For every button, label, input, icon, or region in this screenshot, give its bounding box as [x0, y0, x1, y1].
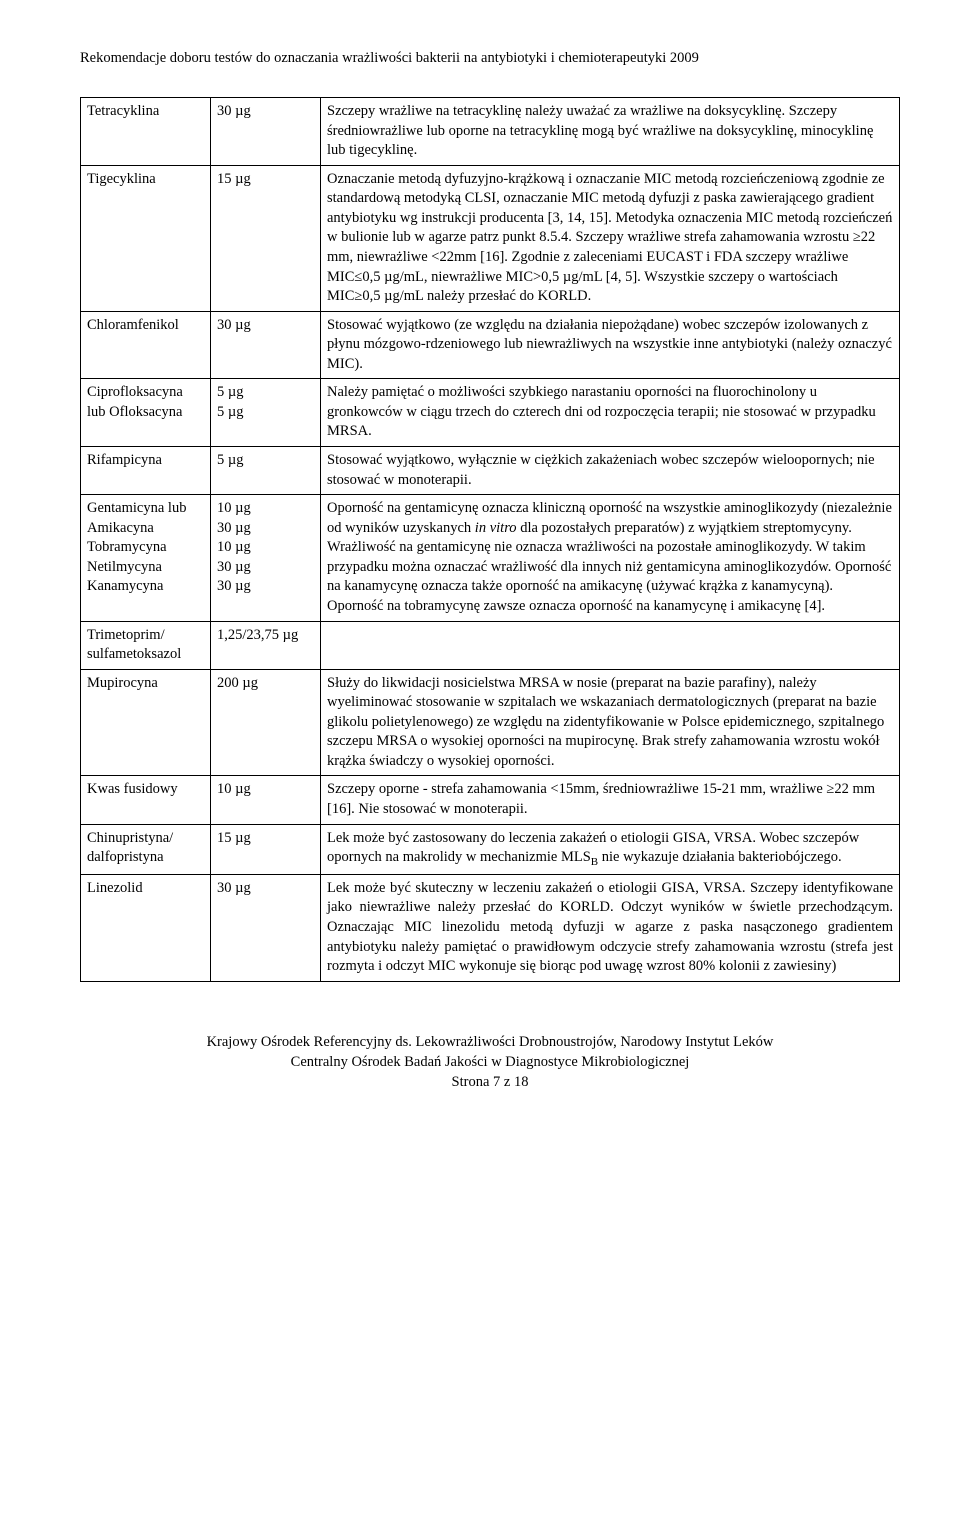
drug-dose: 10 µg 30 µg 10 µg 30 µg 30 µg — [211, 495, 321, 621]
drug-dose: 30 µg — [211, 874, 321, 981]
footer-line3: Strona 7 z 18 — [80, 1072, 900, 1092]
drug-name: Linezolid — [81, 874, 211, 981]
footer-line2: Centralny Ośrodek Badań Jakości w Diagno… — [80, 1052, 900, 1072]
table-row: Tetracyklina30 µgSzczepy wrażliwe na tet… — [81, 98, 900, 166]
drug-name: Rifampicyna — [81, 447, 211, 495]
drug-name: Gentamicyna lub Amikacyna Tobramycyna Ne… — [81, 495, 211, 621]
drug-name: Tigecyklina — [81, 165, 211, 311]
table-row: Kwas fusidowy10 µgSzczepy oporne - stref… — [81, 776, 900, 824]
drug-name: Chinupristyna/ dalfopristyna — [81, 824, 211, 874]
drug-desc: Oznaczanie metodą dyfuzyjno-krążkową i o… — [321, 165, 900, 311]
drug-desc: Lek może być skuteczny w leczeniu zakaże… — [321, 874, 900, 981]
table-row: Chinupristyna/ dalfopristyna15 µgLek moż… — [81, 824, 900, 874]
drug-dose: 1,25/23,75 µg — [211, 621, 321, 669]
drug-dose: 15 µg — [211, 824, 321, 874]
drug-dose: 30 µg — [211, 311, 321, 379]
drug-dose: 15 µg — [211, 165, 321, 311]
drug-dose: 200 µg — [211, 669, 321, 776]
drug-desc: Należy pamiętać o możliwości szybkiego n… — [321, 379, 900, 447]
drug-desc: Oporność na gentamicynę oznacza kliniczn… — [321, 495, 900, 621]
table-row: Mupirocyna200 µgSłuży do likwidacji nosi… — [81, 669, 900, 776]
drug-name: Trimetoprim/ sulfametoksazol — [81, 621, 211, 669]
drug-desc: Służy do likwidacji nosicielstwa MRSA w … — [321, 669, 900, 776]
drug-name: Kwas fusidowy — [81, 776, 211, 824]
drug-desc — [321, 621, 900, 669]
table-row: Trimetoprim/ sulfametoksazol1,25/23,75 µ… — [81, 621, 900, 669]
table-row: Linezolid30 µgLek może być skuteczny w l… — [81, 874, 900, 981]
drug-dose: 10 µg — [211, 776, 321, 824]
table-row: Ciprofloksacyna lub Ofloksacyna5 µg 5 µg… — [81, 379, 900, 447]
footer-line1: Krajowy Ośrodek Referencyjny ds. Lekowra… — [80, 1032, 900, 1052]
table-row: Tigecyklina15 µgOznaczanie metodą dyfuzy… — [81, 165, 900, 311]
drug-name: Tetracyklina — [81, 98, 211, 166]
table-row: Chloramfenikol30 µgStosować wyjątkowo (z… — [81, 311, 900, 379]
page-header: Rekomendacje doboru testów do oznaczania… — [80, 50, 900, 67]
antibiotics-table: Tetracyklina30 µgSzczepy wrażliwe na tet… — [80, 97, 900, 982]
drug-dose: 5 µg — [211, 447, 321, 495]
drug-name: Mupirocyna — [81, 669, 211, 776]
drug-dose: 30 µg — [211, 98, 321, 166]
drug-desc: Szczepy oporne - strefa zahamowania <15m… — [321, 776, 900, 824]
drug-desc: Lek może być zastosowany do leczenia zak… — [321, 824, 900, 874]
drug-name: Ciprofloksacyna lub Ofloksacyna — [81, 379, 211, 447]
drug-desc: Stosować wyjątkowo (ze względu na działa… — [321, 311, 900, 379]
table-row: Rifampicyna5 µgStosować wyjątkowo, wyłąc… — [81, 447, 900, 495]
drug-name: Chloramfenikol — [81, 311, 211, 379]
drug-desc: Stosować wyjątkowo, wyłącznie w ciężkich… — [321, 447, 900, 495]
drug-dose: 5 µg 5 µg — [211, 379, 321, 447]
drug-desc: Szczepy wrażliwe na tetracyklinę należy … — [321, 98, 900, 166]
table-row: Gentamicyna lub Amikacyna Tobramycyna Ne… — [81, 495, 900, 621]
page-footer: Krajowy Ośrodek Referencyjny ds. Lekowra… — [80, 1032, 900, 1093]
